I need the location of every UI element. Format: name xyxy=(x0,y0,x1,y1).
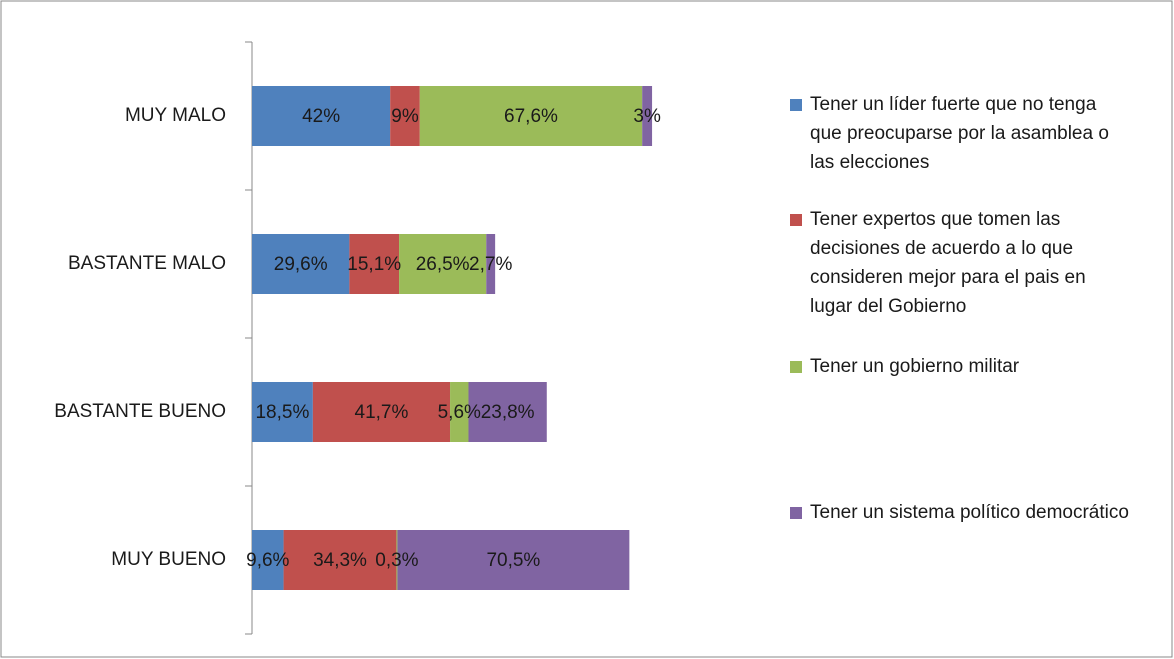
data-label: 34,3% xyxy=(313,550,367,571)
bar-segment xyxy=(486,234,496,294)
legend-swatch xyxy=(790,361,802,373)
category-label: MUY BUENO xyxy=(111,549,226,570)
data-label: 42% xyxy=(302,106,340,127)
bar-segment xyxy=(252,382,313,442)
data-label: 9,6% xyxy=(246,550,289,571)
bar-segment xyxy=(252,234,350,294)
legend-label: Tener un gobierno militar xyxy=(810,356,1020,377)
bar-segment xyxy=(312,382,451,442)
bar-segment xyxy=(283,530,397,590)
legend-entry: Tener un sistema político democrático xyxy=(790,498,1130,527)
data-label: 26,5% xyxy=(416,254,470,275)
category-label: MUY MALO xyxy=(125,105,226,126)
data-label: 41,7% xyxy=(355,402,409,423)
bar-segment xyxy=(450,382,469,442)
legend-label: Tener expertos que tomen las decisiones … xyxy=(810,209,1086,317)
bar-segment xyxy=(252,86,391,146)
legend-entry: Tener un líder fuerte que no tenga que p… xyxy=(790,90,1130,177)
legend-label: Tener un líder fuerte que no tenga que p… xyxy=(810,94,1109,173)
data-label: 70,5% xyxy=(486,550,540,571)
bar-segment xyxy=(399,234,487,294)
bar-segment xyxy=(349,234,400,294)
data-label: 5,6% xyxy=(438,402,481,423)
data-label: 67,6% xyxy=(504,106,558,127)
data-label: 23,8% xyxy=(481,402,535,423)
data-label: 3% xyxy=(633,106,661,127)
bar-segment xyxy=(642,86,653,146)
bar-segment xyxy=(468,382,547,442)
category-label: BASTANTE BUENO xyxy=(54,401,226,422)
legend-entry: Tener un gobierno militar xyxy=(790,352,1130,381)
legend-swatch xyxy=(790,99,802,111)
bar-segment xyxy=(397,530,630,590)
data-label: 9% xyxy=(391,106,419,127)
data-label: 29,6% xyxy=(274,254,328,275)
legend-swatch xyxy=(790,507,802,519)
data-label: 0,3% xyxy=(375,550,418,571)
data-label: 18,5% xyxy=(255,402,309,423)
data-label: 2,7% xyxy=(469,254,512,275)
bar-segment xyxy=(252,530,284,590)
bar-segment xyxy=(419,86,643,146)
legend-label: Tener un sistema político democrático xyxy=(810,502,1129,523)
bar-segment xyxy=(396,530,398,590)
legend-entry: Tener expertos que tomen las decisiones … xyxy=(790,205,1130,321)
data-label: 15,1% xyxy=(347,254,401,275)
category-label: BASTANTE MALO xyxy=(68,253,226,274)
bar-segment xyxy=(390,86,420,146)
legend-swatch xyxy=(790,214,802,226)
